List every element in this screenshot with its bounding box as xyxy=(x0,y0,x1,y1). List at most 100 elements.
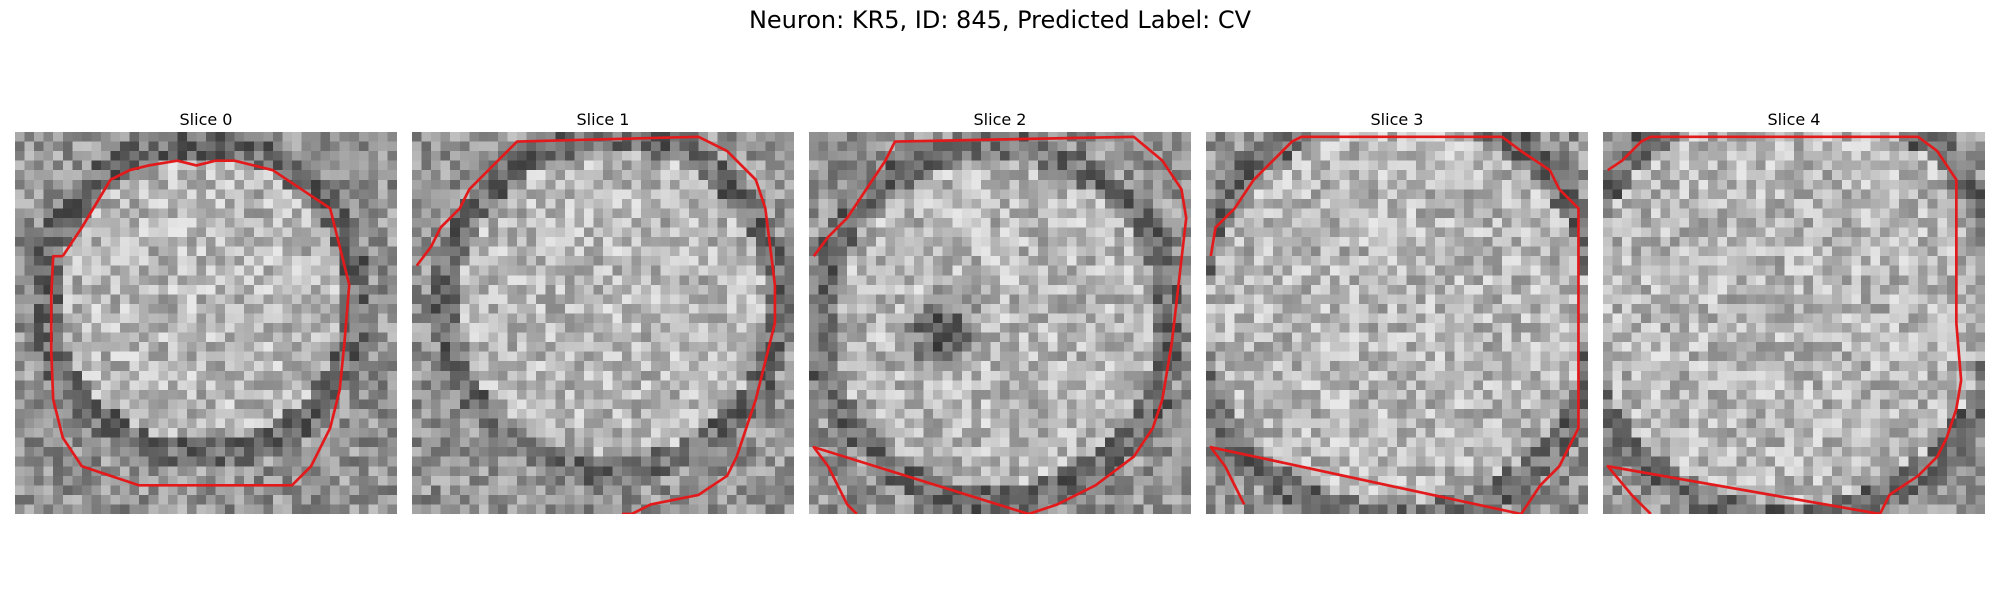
image-pixel xyxy=(622,217,632,228)
image-pixel xyxy=(765,466,775,476)
image-pixel xyxy=(942,361,953,371)
image-pixel xyxy=(497,466,508,476)
image-pixel xyxy=(622,437,632,448)
image-pixel xyxy=(885,294,895,304)
image-pixel xyxy=(253,294,264,304)
image-pixel xyxy=(100,351,111,362)
image-pixel xyxy=(612,275,623,285)
image-pixel xyxy=(320,189,331,199)
image-pixel xyxy=(263,351,273,362)
image-pixel xyxy=(904,132,915,142)
image-pixel xyxy=(564,447,575,457)
image-pixel xyxy=(517,418,527,429)
image-pixel xyxy=(272,323,283,333)
image-pixel xyxy=(593,217,603,228)
image-pixel xyxy=(206,294,216,304)
slice-panel-0: Slice 0 xyxy=(15,108,397,514)
image-pixel xyxy=(148,389,159,400)
image-pixel xyxy=(914,418,924,429)
image-pixel xyxy=(914,217,924,228)
image-pixel xyxy=(679,408,689,419)
image-pixel xyxy=(15,332,25,343)
image-pixel xyxy=(828,380,838,390)
image-pixel xyxy=(206,170,216,180)
image-pixel xyxy=(1019,408,1029,419)
image-pixel xyxy=(545,141,556,152)
image-pixel xyxy=(196,313,206,323)
image-pixel xyxy=(818,399,829,409)
image-pixel xyxy=(727,132,737,142)
image-pixel xyxy=(784,428,794,438)
image-pixel xyxy=(1047,456,1058,467)
image-pixel xyxy=(736,466,747,476)
image-pixel xyxy=(53,217,63,228)
image-pixel xyxy=(244,408,254,419)
image-pixel xyxy=(1181,284,1191,295)
image-pixel xyxy=(818,323,829,333)
image-pixel xyxy=(349,256,359,266)
image-pixel xyxy=(53,485,63,495)
image-pixel xyxy=(377,342,388,352)
image-pixel xyxy=(1057,389,1067,400)
image-pixel xyxy=(755,485,766,495)
image-pixel xyxy=(1171,313,1182,323)
image-pixel xyxy=(148,179,159,190)
image-pixel xyxy=(497,494,508,505)
image-pixel xyxy=(574,294,584,304)
image-pixel xyxy=(1171,504,1182,514)
image-pixel xyxy=(784,160,794,171)
image-pixel xyxy=(784,179,794,190)
image-pixel xyxy=(1105,342,1115,352)
image-pixel xyxy=(1066,428,1077,438)
image-pixel xyxy=(923,494,934,505)
image-pixel xyxy=(72,237,82,247)
image-pixel xyxy=(698,342,709,352)
image-pixel xyxy=(330,428,340,438)
image-pixel xyxy=(1152,275,1163,285)
image-pixel xyxy=(234,332,245,343)
image-pixel xyxy=(62,189,73,199)
image-pixel xyxy=(177,428,187,438)
image-pixel xyxy=(875,151,886,161)
image-pixel xyxy=(1540,132,1550,142)
image-pixel xyxy=(421,294,432,304)
image-pixel xyxy=(206,494,216,505)
image-pixel xyxy=(1009,332,1020,343)
image-pixel xyxy=(1047,237,1058,247)
image-pixel xyxy=(612,132,623,142)
image-pixel xyxy=(311,179,321,190)
image-pixel xyxy=(301,342,312,352)
image-pixel xyxy=(186,237,197,247)
image-pixel xyxy=(641,217,651,228)
image-pixel xyxy=(311,370,321,381)
image-pixel xyxy=(669,399,680,409)
image-pixel xyxy=(34,151,44,161)
image-pixel xyxy=(574,466,584,476)
image-pixel xyxy=(1253,151,1264,161)
image-pixel xyxy=(688,284,699,295)
image-pixel xyxy=(1019,170,1029,180)
image-pixel xyxy=(282,132,292,142)
image-pixel xyxy=(421,227,432,238)
image-pixel xyxy=(1009,370,1020,381)
image-pixel xyxy=(765,189,775,199)
image-pixel xyxy=(650,456,661,467)
image-pixel xyxy=(1406,160,1417,171)
image-pixel xyxy=(818,370,829,381)
image-pixel xyxy=(139,323,149,333)
image-pixel xyxy=(574,389,584,400)
image-pixel xyxy=(555,313,565,323)
image-pixel xyxy=(1114,141,1125,152)
image-pixel xyxy=(72,351,82,362)
image-pixel xyxy=(497,418,508,429)
image-pixel xyxy=(272,284,283,295)
image-pixel xyxy=(450,380,460,390)
image-pixel xyxy=(784,275,794,285)
image-pixel xyxy=(971,151,981,161)
image-pixel xyxy=(1047,189,1058,199)
image-pixel xyxy=(349,332,359,343)
image-pixel xyxy=(450,351,460,362)
image-pixel xyxy=(593,179,603,190)
image-pixel xyxy=(885,332,895,343)
image-pixel xyxy=(62,237,73,247)
